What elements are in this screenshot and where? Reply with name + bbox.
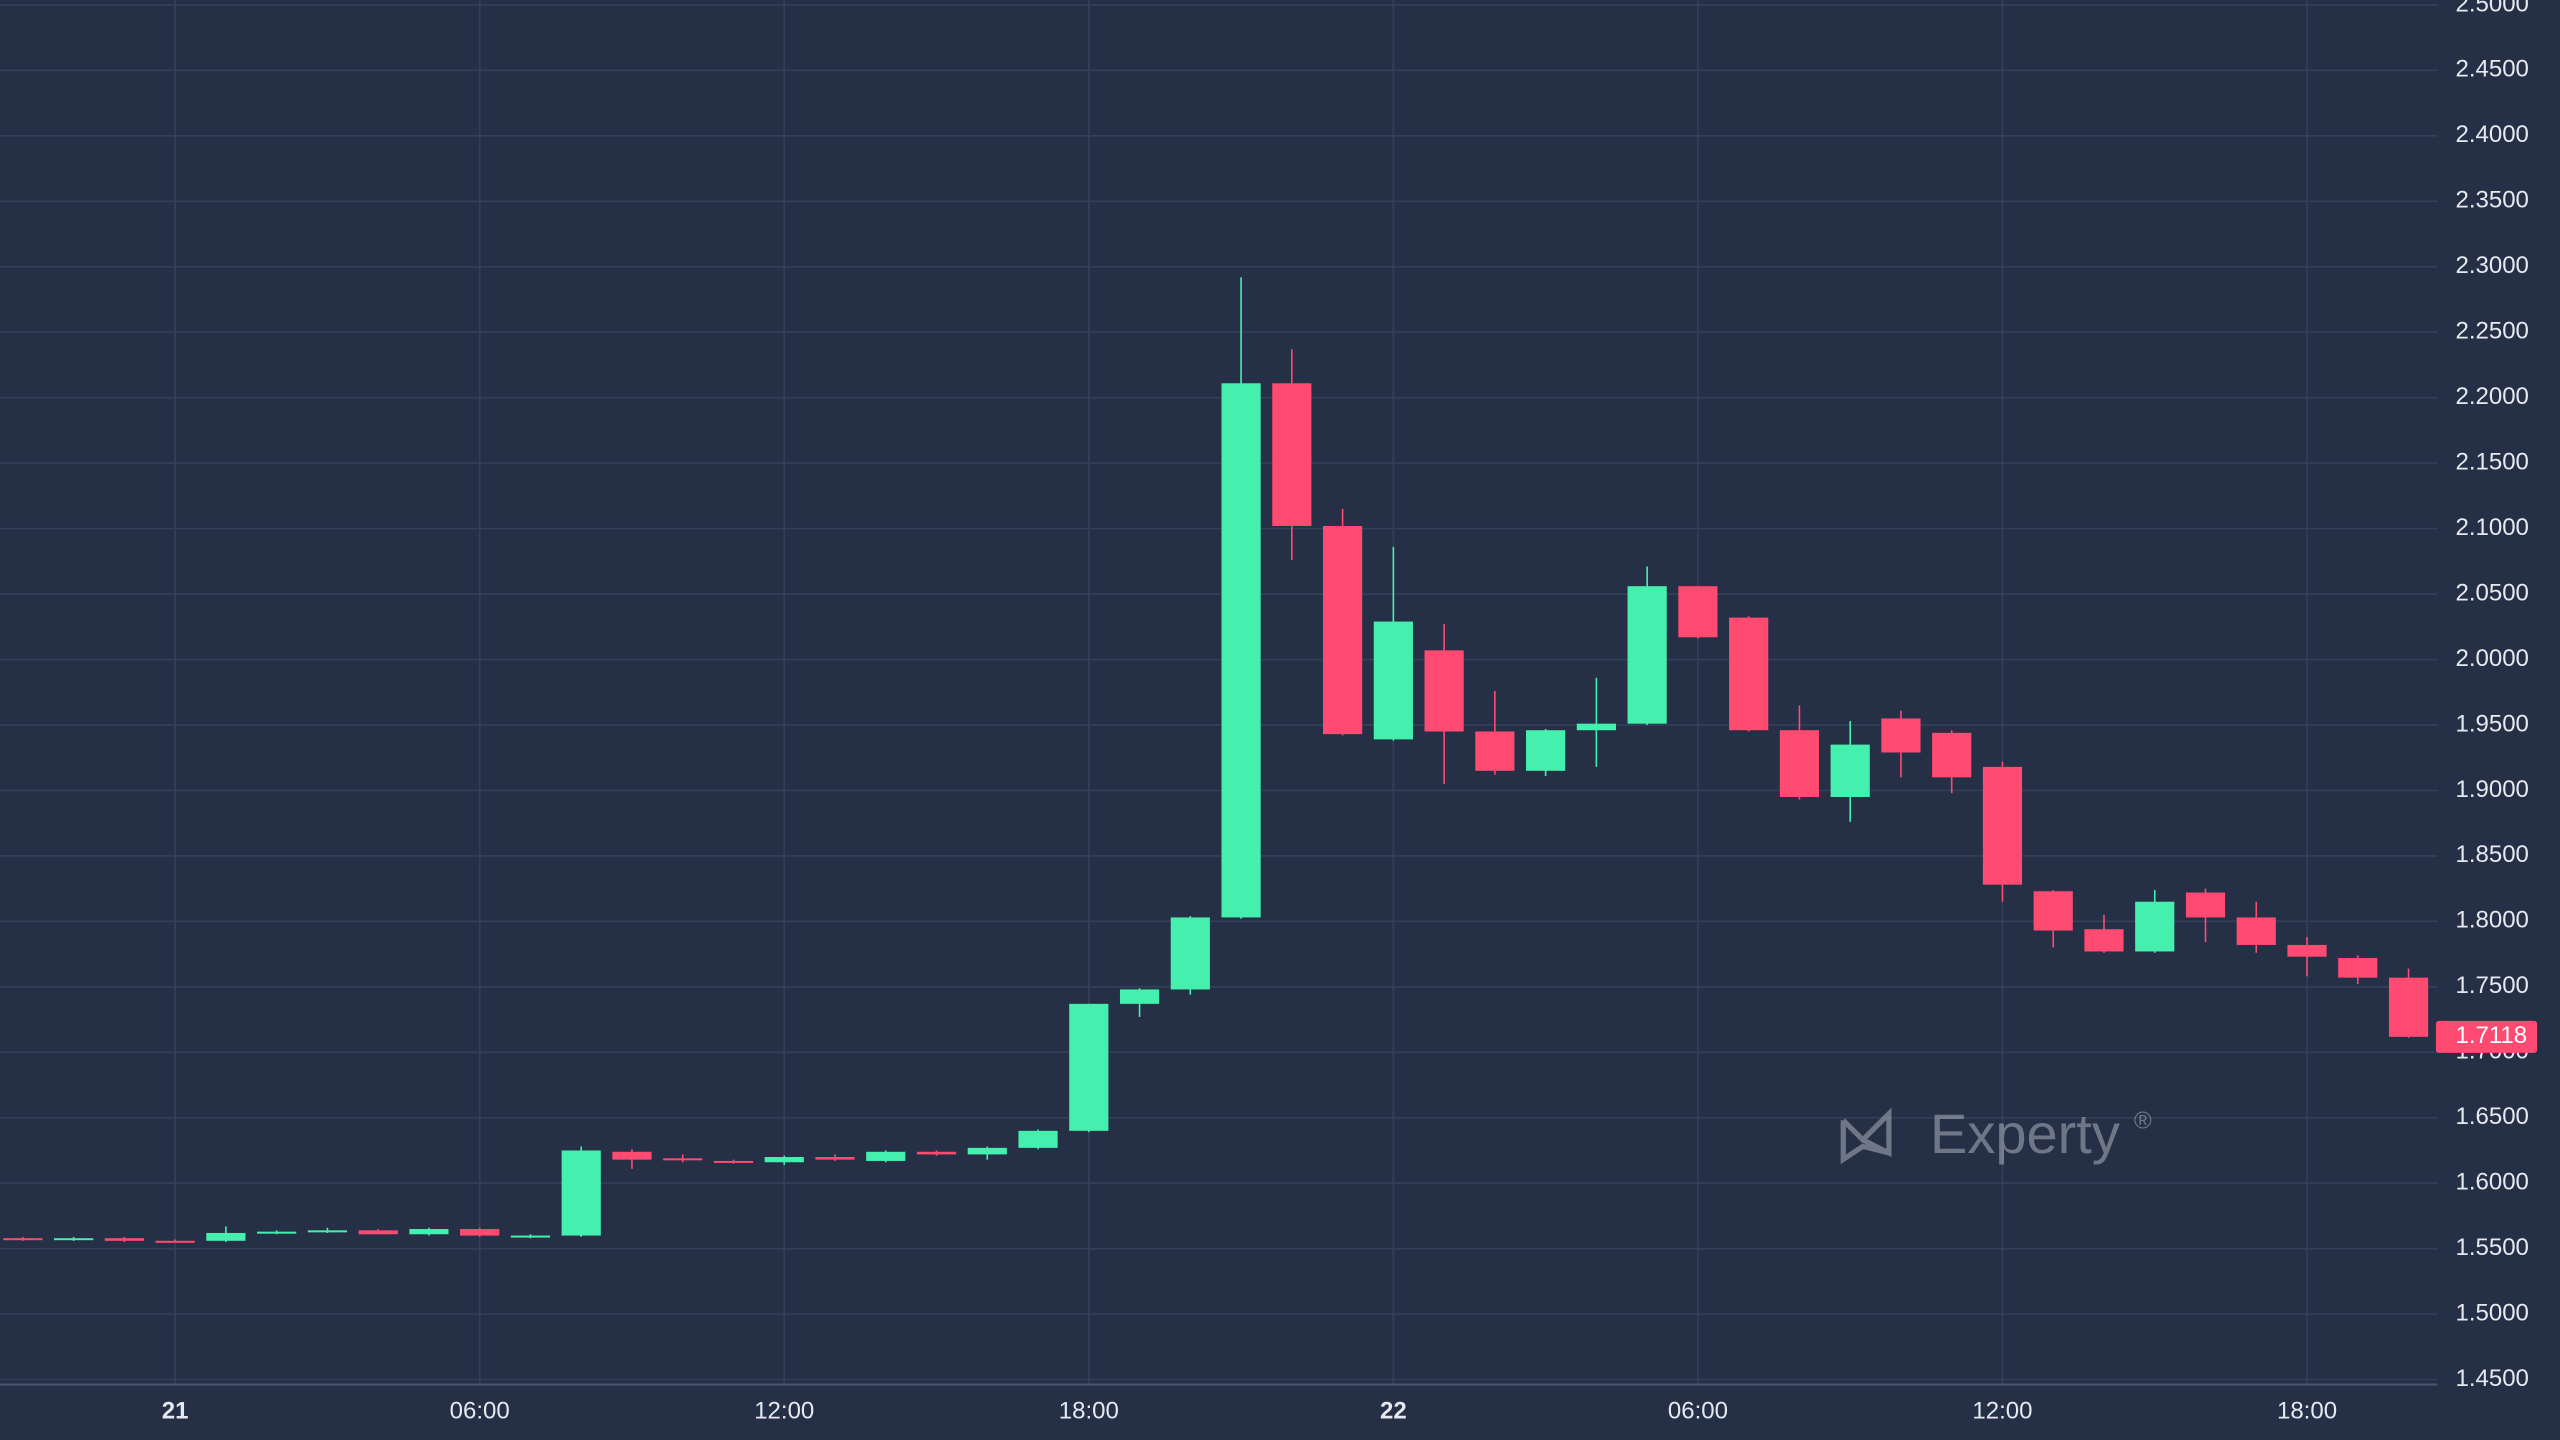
candle-body — [1779, 730, 1820, 797]
candle-body — [1576, 723, 1616, 731]
watermark-logo — [1840, 1107, 1892, 1165]
y-tick-label: 2.0500 — [2456, 579, 2529, 606]
candle-body — [612, 1151, 652, 1160]
y-tick-label: 1.6500 — [2456, 1103, 2529, 1130]
candle-body — [1323, 525, 1363, 735]
grid — [0, 0, 2438, 1385]
y-tick-label: 2.0000 — [2456, 645, 2529, 672]
watermark-text: Experty — [1930, 1102, 2120, 1165]
y-tick-label: 2.3500 — [2456, 187, 2529, 214]
candle-body — [409, 1229, 449, 1235]
y-tick-label: 1.8500 — [2456, 841, 2529, 868]
candle-body — [1221, 383, 1261, 918]
candle-body — [155, 1240, 195, 1243]
candle-body — [1272, 383, 1312, 526]
candle-body — [1424, 650, 1464, 732]
candle-body — [54, 1238, 94, 1241]
x-tick-label: 22 — [1380, 1398, 1407, 1425]
candle-body — [1069, 1003, 1109, 1131]
y-tick-label: 2.2500 — [2456, 318, 2529, 345]
candle-body — [2135, 901, 2175, 952]
y-tick-label: 2.3000 — [2456, 252, 2529, 279]
candle-body — [1170, 917, 1210, 990]
y-tick-label: 1.4500 — [2456, 1365, 2529, 1392]
candle-body — [713, 1160, 754, 1163]
candle-body — [1373, 621, 1413, 740]
candle-body — [2236, 917, 2276, 945]
last-price-box — [2435, 1020, 2538, 1053]
y-tick-label: 1.5500 — [2456, 1234, 2529, 1261]
x-tick-label: 21 — [162, 1398, 189, 1425]
candle-body — [1526, 730, 1566, 771]
x-tick-label: 12:00 — [1972, 1398, 2032, 1425]
y-tick-label: 1.5000 — [2456, 1299, 2529, 1326]
candle-body — [2084, 929, 2124, 952]
last-price-label: 1.7118 — [2456, 1022, 2528, 1049]
candle-body — [460, 1229, 500, 1236]
y-tick-label: 1.9000 — [2456, 776, 2529, 803]
x-tick-label: 18:00 — [2277, 1398, 2337, 1425]
x-tick-label: 06:00 — [1668, 1398, 1728, 1425]
candle-body — [1982, 766, 2023, 885]
candle-body — [307, 1230, 348, 1233]
candle-body — [104, 1238, 144, 1241]
candle-body — [1881, 718, 1921, 753]
y-tick-label: 1.6000 — [2456, 1169, 2529, 1196]
candle-body — [815, 1157, 855, 1160]
candle-body — [1932, 732, 1972, 778]
candle-body — [358, 1230, 398, 1235]
candle-body — [1475, 731, 1515, 771]
candle-body — [866, 1151, 906, 1161]
candle-body — [1729, 617, 1769, 731]
y-tick-label: 2.4000 — [2456, 121, 2529, 148]
candle-body — [510, 1235, 551, 1238]
x-tick-label: 06:00 — [450, 1398, 510, 1425]
x-tick-label: 12:00 — [754, 1398, 814, 1425]
y-tick-label: 2.4500 — [2456, 56, 2529, 83]
y-tick-label: 1.7500 — [2456, 972, 2529, 999]
candle-body — [206, 1232, 246, 1241]
candle-body — [2287, 944, 2327, 957]
candle-body — [2338, 958, 2378, 978]
y-tick-label: 2.1500 — [2456, 448, 2529, 475]
candle-body — [257, 1231, 297, 1234]
candle-body — [1678, 586, 1718, 638]
candle-body — [967, 1147, 1007, 1155]
y-tick-label: 2.1000 — [2456, 514, 2529, 541]
watermark: Experty ® — [1840, 1102, 2152, 1165]
y-tick-label: 1.9500 — [2456, 710, 2529, 737]
candle-body — [2185, 892, 2226, 918]
candle-body — [3, 1238, 43, 1241]
candle-body — [663, 1158, 703, 1161]
x-tick-label: 18:00 — [1059, 1398, 1119, 1425]
candle-body — [2033, 891, 2073, 931]
candle-body — [1018, 1130, 1058, 1148]
y-tick-label: 2.2000 — [2456, 383, 2529, 410]
y-tick-label: 2.5000 — [2456, 0, 2529, 17]
candle-body — [1627, 586, 1667, 724]
candle-body — [1830, 744, 1870, 797]
candle-body — [916, 1151, 957, 1155]
candles — [3, 277, 2429, 1243]
watermark-mark: ® — [2134, 1107, 2152, 1134]
candle-body — [2388, 977, 2429, 1037]
candle-body — [561, 1150, 601, 1236]
y-tick-label: 1.8000 — [2456, 907, 2529, 934]
candle-body — [1119, 989, 1160, 1004]
candle-body — [764, 1157, 804, 1163]
